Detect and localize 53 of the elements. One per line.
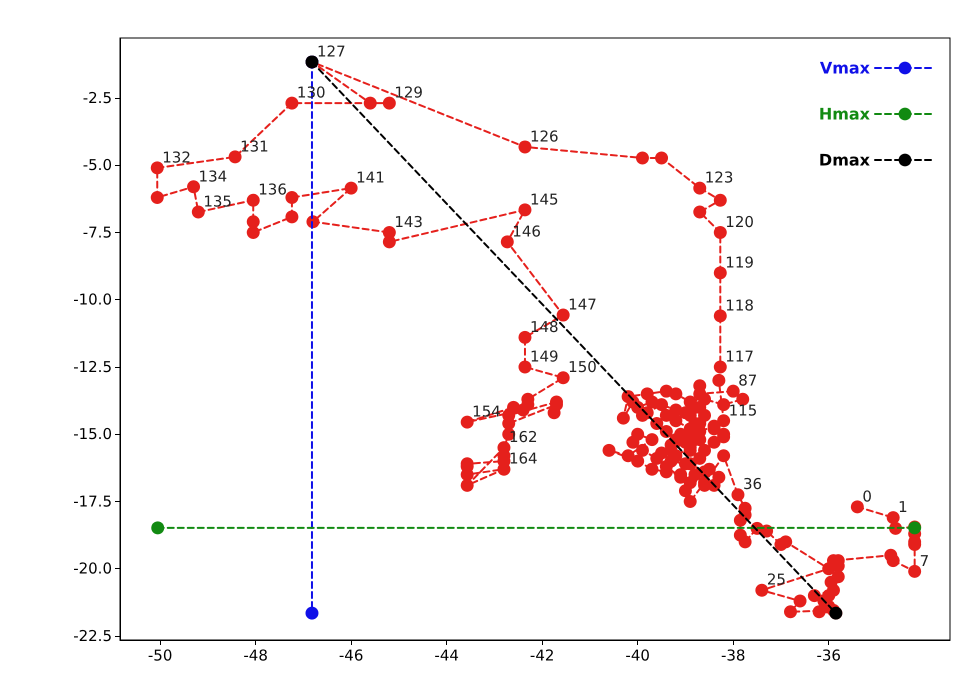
y-tick-label: -15.0 xyxy=(73,425,112,444)
x-tick-label: -36 xyxy=(816,646,841,664)
legend-label: Vmax xyxy=(820,58,871,78)
annotation: 143 xyxy=(394,212,423,231)
annotation: 135 xyxy=(203,192,232,211)
annotation: 87 xyxy=(738,372,758,390)
annotation: 0 xyxy=(862,487,872,506)
annotation: 131 xyxy=(240,137,269,156)
annotation: 132 xyxy=(162,148,191,166)
annotation: 164 xyxy=(508,450,538,468)
x-tick-label: -38 xyxy=(720,646,746,664)
annotation: 127 xyxy=(316,42,346,60)
annotation: 118 xyxy=(725,296,754,314)
annotation: 36 xyxy=(742,475,762,494)
x-tick-label: -42 xyxy=(530,646,554,664)
y-tick-label: -7.5 xyxy=(82,223,112,242)
annotation: 150 xyxy=(568,358,597,376)
annotation: 7 xyxy=(920,552,930,570)
y-tick-label: -20.0 xyxy=(73,560,112,578)
y-tick-label: -2.5 xyxy=(82,88,112,107)
y-tick-label: -10.0 xyxy=(73,290,112,309)
point xyxy=(305,606,318,620)
annotation: 162 xyxy=(508,428,538,446)
annotation: 129 xyxy=(394,84,423,102)
annotation: 154 xyxy=(472,402,501,421)
x-tick-label: -48 xyxy=(243,646,268,664)
y-tick-label: -5.0 xyxy=(82,156,112,174)
annotation: 149 xyxy=(530,347,559,366)
x-tick-label: -44 xyxy=(434,646,459,664)
annotation: 117 xyxy=(725,347,754,366)
x-tick-label: -40 xyxy=(625,646,650,664)
annotation: 146 xyxy=(512,222,541,240)
annotation: 1 xyxy=(898,498,908,516)
legend-label: Hmax xyxy=(818,104,871,124)
annotation: 136 xyxy=(258,180,287,199)
annotation: 120 xyxy=(725,212,754,231)
legend-label: Dmax xyxy=(818,150,871,170)
y-tick-label: -17.5 xyxy=(73,492,112,510)
annotation: 119 xyxy=(725,253,754,272)
annotation: 126 xyxy=(530,127,559,146)
point xyxy=(151,521,164,534)
annotation: 147 xyxy=(568,296,597,314)
annotation: 141 xyxy=(356,168,385,187)
annotation: 134 xyxy=(198,167,228,186)
x-tick-label: -46 xyxy=(338,646,364,664)
x-tick-label: -50 xyxy=(148,646,172,664)
annotation: 145 xyxy=(530,190,559,208)
annotation: 130 xyxy=(296,84,326,102)
annotation: 123 xyxy=(704,168,734,187)
annotation: 115 xyxy=(728,401,758,420)
y-tick-label: -22.5 xyxy=(73,626,112,645)
annotation: 25 xyxy=(766,570,786,589)
y-tick-label: -12.5 xyxy=(73,358,112,376)
